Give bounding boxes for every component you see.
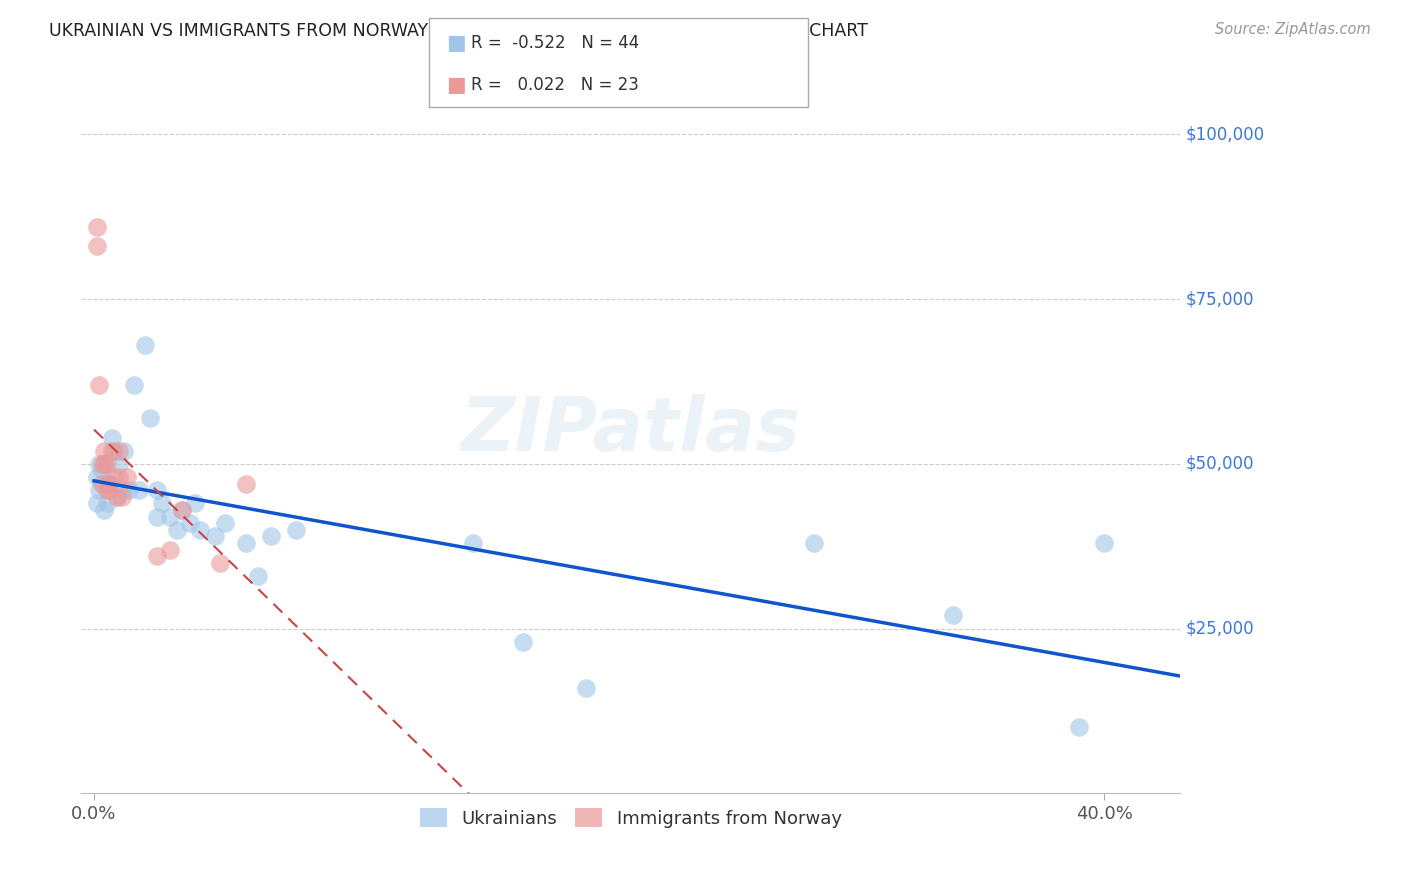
Point xyxy=(111,490,134,504)
Point xyxy=(86,219,108,234)
Point xyxy=(105,490,128,504)
Point xyxy=(247,569,270,583)
Point xyxy=(1067,721,1090,735)
Point xyxy=(128,483,150,498)
Point xyxy=(96,483,118,498)
Point xyxy=(86,470,108,484)
Point xyxy=(204,529,226,543)
Point xyxy=(98,476,121,491)
Point xyxy=(96,496,118,510)
Point xyxy=(166,523,188,537)
Point xyxy=(209,556,232,570)
Point xyxy=(93,457,115,471)
Point xyxy=(108,457,131,471)
Text: UKRAINIAN VS IMMIGRANTS FROM NORWAY MEDIAN FEMALE EARNINGS CORRELATION CHART: UKRAINIAN VS IMMIGRANTS FROM NORWAY MEDI… xyxy=(49,22,868,40)
Point xyxy=(803,536,825,550)
Point xyxy=(93,457,115,471)
Point xyxy=(115,470,138,484)
Point xyxy=(134,338,156,352)
Point xyxy=(512,634,534,648)
Point xyxy=(98,476,121,491)
Text: R =   0.022   N = 23: R = 0.022 N = 23 xyxy=(471,76,638,94)
Point xyxy=(93,503,115,517)
Point xyxy=(90,463,112,477)
Point xyxy=(188,523,211,537)
Point xyxy=(461,536,484,550)
Point xyxy=(108,443,131,458)
Point xyxy=(124,377,146,392)
Point xyxy=(159,542,181,557)
Point xyxy=(96,476,118,491)
Point xyxy=(87,483,110,498)
Text: $75,000: $75,000 xyxy=(1185,290,1254,308)
Text: $100,000: $100,000 xyxy=(1185,126,1264,144)
Point xyxy=(172,503,194,517)
Point xyxy=(1092,536,1115,550)
Point xyxy=(90,476,112,491)
Point xyxy=(146,509,169,524)
Point xyxy=(93,443,115,458)
Point xyxy=(150,496,173,510)
Text: ZIPatlas: ZIPatlas xyxy=(461,394,800,467)
Point xyxy=(100,443,122,458)
Point xyxy=(575,681,598,695)
Point xyxy=(103,470,125,484)
Point xyxy=(96,457,118,471)
Point xyxy=(146,549,169,563)
Text: $25,000: $25,000 xyxy=(1185,620,1254,638)
Point xyxy=(138,410,160,425)
Text: ■: ■ xyxy=(446,75,465,95)
Point xyxy=(90,476,112,491)
Point xyxy=(98,483,121,498)
Point xyxy=(179,516,201,531)
Point xyxy=(285,523,308,537)
Point xyxy=(214,516,236,531)
Text: ■: ■ xyxy=(446,33,465,53)
Point xyxy=(260,529,283,543)
Point xyxy=(159,509,181,524)
Point xyxy=(942,608,965,623)
Point xyxy=(87,377,110,392)
Text: $50,000: $50,000 xyxy=(1185,455,1254,473)
Point xyxy=(112,443,135,458)
Text: R =  -0.522   N = 44: R = -0.522 N = 44 xyxy=(471,34,640,52)
Point xyxy=(118,483,141,498)
Point xyxy=(184,496,207,510)
Point xyxy=(105,490,128,504)
Point xyxy=(86,496,108,510)
Point xyxy=(100,430,122,444)
Point xyxy=(87,457,110,471)
Point xyxy=(172,503,194,517)
Point xyxy=(146,483,169,498)
Text: Source: ZipAtlas.com: Source: ZipAtlas.com xyxy=(1215,22,1371,37)
Point xyxy=(90,457,112,471)
Point xyxy=(235,536,257,550)
Point xyxy=(111,483,134,498)
Point xyxy=(108,470,131,484)
Point xyxy=(103,443,125,458)
Point xyxy=(235,476,257,491)
Legend: Ukrainians, Immigrants from Norway: Ukrainians, Immigrants from Norway xyxy=(412,801,849,835)
Point xyxy=(86,239,108,253)
